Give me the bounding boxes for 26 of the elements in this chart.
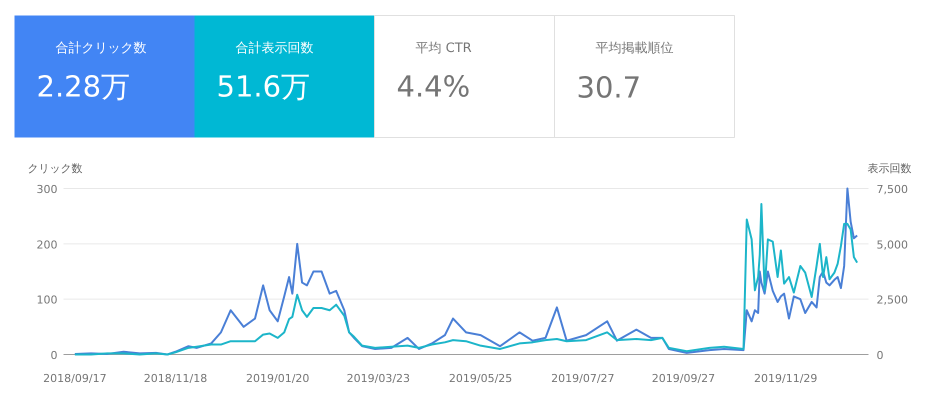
x-tick-label: 2018/09/17 [43,372,107,385]
y-tick-label: 0 [50,349,58,362]
y-tick-label: 300 [36,183,58,196]
x-tick-label: 2018/11/18 [144,372,208,385]
text: 2.28万 [36,70,130,104]
y-axis-title: クリック数 [28,162,82,175]
x-tick-label: 2019/09/27 [652,372,716,385]
x-tick-label: 2019/07/27 [551,372,615,385]
y2-tick-label: 5,000 [876,238,908,252]
text: 平均 CTR [416,41,472,56]
y-tick-label: 200 [36,238,58,252]
text: 合計表示回数 [236,41,314,56]
text: 合計クリック数 [56,41,146,56]
y2-tick-label: 2,500 [876,294,908,307]
x-tick-label: 2019/03/23 [346,372,410,385]
y2-tick-label: 0 [876,349,884,362]
y2-tick-label: 7,500 [876,183,908,196]
text: 平均掲載順位 [596,41,674,56]
y2-axis-title: 表示回数 [868,162,912,175]
x-tick-label: 2019/11/29 [754,372,818,385]
x-tick-label: 2019/01/20 [246,372,310,385]
text: 51.6万 [216,70,310,104]
text: 4.4% [396,70,470,104]
text: 30.7 [576,70,642,104]
y-tick-label: 100 [36,294,58,307]
x-tick-label: 2019/05/25 [448,372,512,385]
